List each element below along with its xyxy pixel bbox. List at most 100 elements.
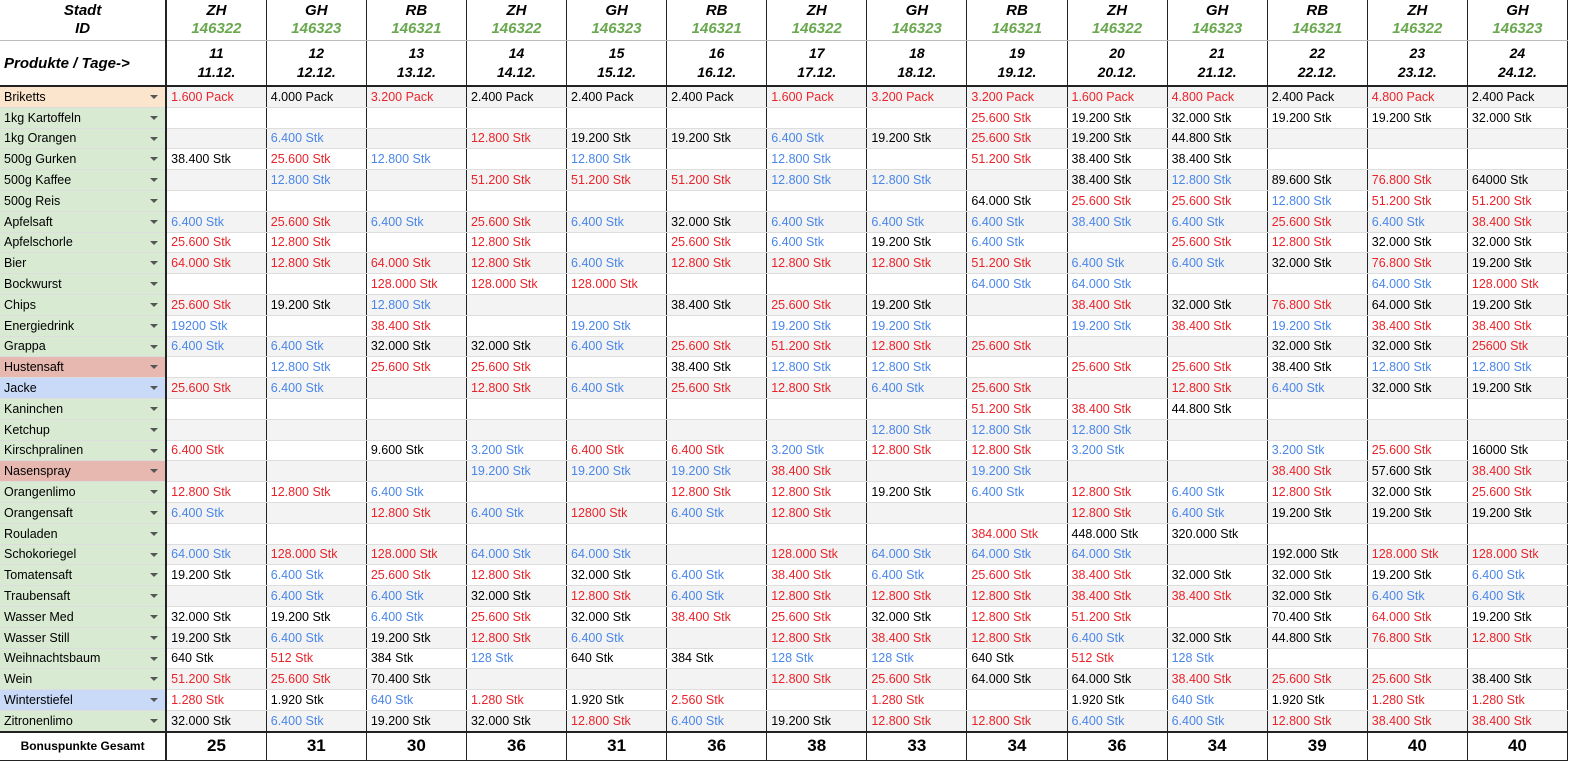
- product-row: Orangensaft 6.400 Stk 12.800 Stk 6.400 Stk 1…: [0, 502, 1569, 524]
- cell: 6.400 Stk: [266, 377, 367, 399]
- cell: 128 Stk: [866, 648, 968, 670]
- product-dropdown[interactable]: Wein: [0, 668, 168, 691]
- product-row: 1kg Kartoffeln 25.600 Stk 19.200 Stk 32.000…: [0, 107, 1569, 129]
- product-dropdown[interactable]: Apfelsaft: [0, 211, 168, 233]
- product-dropdown[interactable]: Orangenlimo: [0, 481, 168, 503]
- product-dropdown[interactable]: Jacke: [0, 377, 168, 399]
- product-dropdown[interactable]: Zitronenlimo: [0, 710, 168, 733]
- product-dropdown[interactable]: Kirschpralinen: [0, 440, 168, 462]
- cell: 12.800 Stk: [266, 252, 367, 275]
- cell: [266, 107, 367, 129]
- cell: [866, 460, 968, 483]
- product-dropdown[interactable]: Orangensaft: [0, 502, 168, 524]
- cell: 89.600 Stk: [1267, 169, 1368, 191]
- product-dropdown[interactable]: Winterstiefel: [0, 689, 168, 711]
- product-row: 500g Reis 64.000 Stk 25.600 Stk 25.600 Stk 1…: [0, 190, 1569, 212]
- cell: 12.800 Stk: [666, 481, 768, 503]
- product-dropdown[interactable]: 500g Gurken: [0, 148, 168, 171]
- product-dropdown[interactable]: Schokoriegel: [0, 544, 168, 566]
- cell: [666, 544, 768, 566]
- product-dropdown[interactable]: Nasenspray: [0, 460, 168, 483]
- cell: 32.000 Stk: [166, 710, 267, 733]
- cell: 3.200 Stk: [466, 440, 568, 462]
- cell: [1267, 148, 1368, 171]
- date: 12.12.: [296, 64, 336, 80]
- total: 38: [766, 730, 868, 761]
- cell: 128.000 Stk: [566, 273, 668, 295]
- cell: [466, 398, 568, 420]
- date: 21.12.: [1197, 64, 1237, 80]
- cell: 12.800 Stk: [766, 627, 868, 649]
- city: GH: [305, 2, 328, 19]
- cell: 25.600 Stk: [966, 336, 1068, 358]
- cell: 3.200 Stk: [766, 440, 868, 462]
- cell: [1067, 460, 1168, 483]
- city-id: 146321: [1292, 20, 1343, 37]
- product-dropdown[interactable]: Chips: [0, 294, 168, 316]
- cell: [1267, 128, 1368, 150]
- cell: 19.200 Stk: [1467, 294, 1569, 316]
- product-dropdown[interactable]: Traubensaft: [0, 585, 168, 607]
- cell: 38.400 Stk: [1067, 294, 1168, 316]
- cell: 19.200 Stk: [266, 606, 367, 628]
- column-header: ZH 146322: [166, 0, 267, 41]
- cell: 1.920 Stk: [566, 689, 668, 711]
- cell: [666, 668, 768, 691]
- cell: 2.400 Pack: [1467, 86, 1569, 108]
- day-header: 22 22.12.: [1267, 40, 1368, 87]
- product-dropdown[interactable]: Grappa: [0, 336, 168, 358]
- cell: [766, 689, 868, 711]
- cell: 12.800 Stk: [966, 440, 1068, 462]
- product-dropdown[interactable]: Apfelschorle: [0, 232, 168, 254]
- cell: [1167, 419, 1268, 441]
- column-header: ZH 146322: [766, 0, 868, 41]
- cell: 6.400 Stk: [1267, 377, 1368, 399]
- cell: [266, 190, 367, 212]
- cell: 25.600 Stk: [366, 564, 467, 587]
- cell: [166, 460, 267, 483]
- product-dropdown[interactable]: Wasser Med: [0, 606, 168, 628]
- city: GH: [605, 2, 628, 19]
- product-dropdown[interactable]: Ketchup: [0, 419, 168, 441]
- cell: [866, 502, 968, 524]
- product-dropdown[interactable]: Bier: [0, 252, 168, 275]
- product-dropdown[interactable]: Energiedrink: [0, 315, 168, 337]
- cell: 38.400 Stk: [1467, 211, 1569, 233]
- cell: [1267, 419, 1368, 441]
- product-dropdown[interactable]: Kaninchen: [0, 398, 168, 420]
- cell: 19.200 Stk: [1367, 502, 1468, 524]
- product-dropdown[interactable]: Bockwurst: [0, 273, 168, 295]
- cell: [366, 232, 467, 254]
- cell: 64.000 Stk: [1067, 544, 1168, 566]
- cell: 19.200 Stk: [266, 294, 367, 316]
- cell: [266, 502, 367, 524]
- cell: 2.400 Pack: [566, 86, 668, 108]
- product-dropdown[interactable]: Weihnachtsbaum: [0, 648, 168, 670]
- product-dropdown[interactable]: Tomatensaft: [0, 564, 168, 587]
- cell: 19.200 Stk: [866, 232, 968, 254]
- day-header: 20 20.12.: [1067, 40, 1168, 87]
- product-row: Grappa 6.400 Stk 6.400 Stk 32.000 Stk 32.000…: [0, 336, 1569, 358]
- cell: 38.400 Stk: [1167, 585, 1268, 607]
- cell: [266, 419, 367, 441]
- column-header: RB 146321: [966, 0, 1068, 41]
- product-dropdown[interactable]: 1kg Orangen: [0, 128, 168, 150]
- product-dropdown[interactable]: Briketts: [0, 86, 168, 108]
- day-number: 16: [708, 45, 725, 61]
- cell: 6.400 Stk: [666, 585, 768, 607]
- city-id: 146323: [1192, 20, 1243, 37]
- cell: 6.400 Stk: [766, 232, 868, 254]
- cell: 6.400 Stk: [966, 232, 1068, 254]
- cell: 64.000 Stk: [1367, 606, 1468, 628]
- product-dropdown[interactable]: Hustensaft: [0, 356, 168, 379]
- product-dropdown[interactable]: 500g Reis: [0, 190, 168, 212]
- city-id: 146322: [1092, 20, 1143, 37]
- product-dropdown[interactable]: Wasser Still: [0, 627, 168, 649]
- cell: [966, 169, 1068, 191]
- product-dropdown[interactable]: 500g Kaffee: [0, 169, 168, 191]
- column-header: ZH 146322: [1367, 0, 1468, 41]
- product-dropdown[interactable]: Rouladen: [0, 523, 168, 545]
- product-dropdown[interactable]: 1kg Kartoffeln: [0, 107, 168, 129]
- cell: 51.200 Stk: [1367, 190, 1468, 212]
- cell: 6.400 Stk: [766, 211, 868, 233]
